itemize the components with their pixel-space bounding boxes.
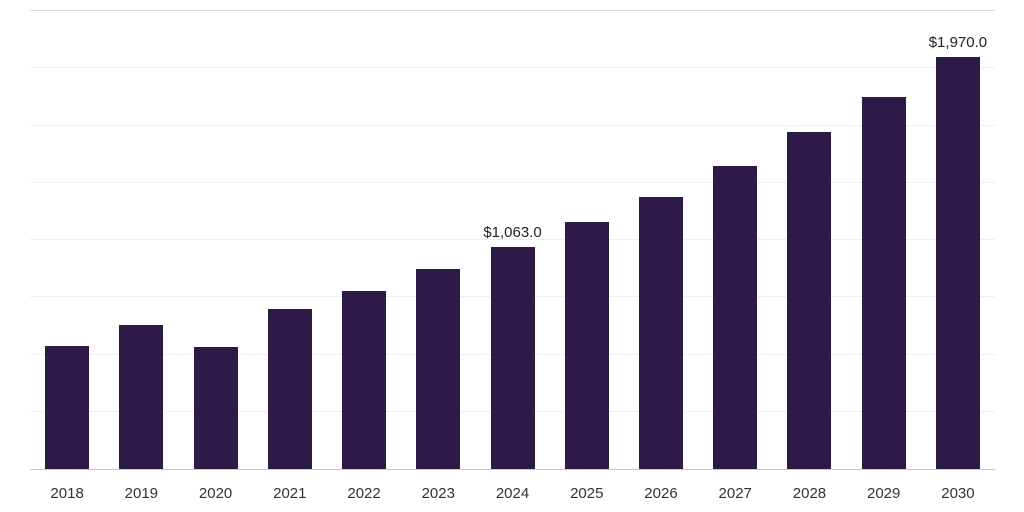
bar-column <box>30 11 104 469</box>
bar-column <box>847 11 921 469</box>
x-axis-label: 2027 <box>718 485 752 502</box>
gridline <box>30 124 995 126</box>
bar <box>490 247 535 469</box>
x-axis-label: 2029 <box>867 485 901 502</box>
bar <box>638 197 683 469</box>
bar <box>564 222 609 469</box>
bar-column <box>401 11 475 469</box>
x-axis-label: 2030 <box>941 485 975 502</box>
x-axis-label: 2022 <box>347 485 381 502</box>
x-axis-label: 2026 <box>644 485 678 502</box>
x-axis-label: 2019 <box>124 485 159 502</box>
x-axis: 2018 2019 2020 2021 2022 2023 2024 2025 2026 2027… <box>30 471 995 511</box>
x-axis-label: 2023 <box>421 485 455 502</box>
bar-column <box>253 11 327 469</box>
bar-column <box>698 11 772 469</box>
bar <box>935 57 980 469</box>
x-axis-label: 2028 <box>792 485 827 502</box>
bar <box>787 132 832 469</box>
bar <box>416 269 461 469</box>
bar-column: $1,063.0 <box>475 11 549 469</box>
x-axis-label: 2024 <box>495 485 530 502</box>
bar <box>45 346 90 469</box>
gridline <box>30 181 995 183</box>
bar-column <box>178 11 252 469</box>
bar <box>267 309 312 469</box>
bars-container: $1,063.0 $1,970.0 <box>30 11 995 469</box>
value-label: $1,063.0 <box>483 224 542 241</box>
value-label: $1,970.0 <box>928 34 988 51</box>
bar <box>119 325 164 469</box>
gridline <box>30 239 995 240</box>
bar-column <box>624 11 698 469</box>
x-axis-label: 2018 <box>50 485 84 502</box>
bar <box>713 166 758 469</box>
bar <box>861 97 906 469</box>
x-axis-label: 2021 <box>273 485 307 502</box>
gridline <box>30 67 995 69</box>
bar-column <box>104 11 178 469</box>
bar <box>193 347 238 469</box>
bar-column <box>550 11 624 469</box>
plot-area: $1,063.0 $1,970.0 <box>30 10 995 470</box>
x-axis-label: 2025 <box>570 485 604 502</box>
bar-column: $1,970.0 <box>921 11 995 469</box>
x-axis-label: 2020 <box>198 485 233 502</box>
bar <box>342 291 387 469</box>
bar-column <box>772 11 846 469</box>
bar-column <box>327 11 401 469</box>
